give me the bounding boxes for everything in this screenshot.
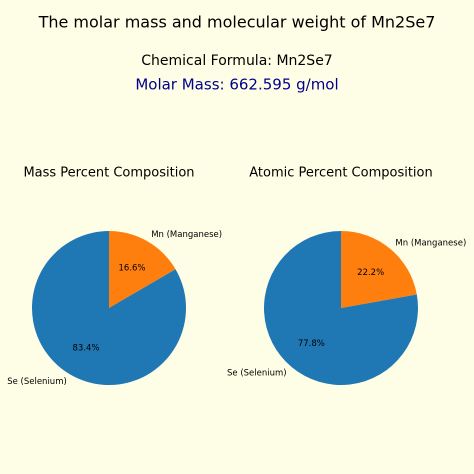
pie-slice <box>109 231 176 308</box>
value-label: 16.6% <box>119 263 146 273</box>
slice-label: Mn (Manganese) <box>151 230 222 240</box>
pie-slice <box>32 231 187 386</box>
slice-label: Se (Selenium) <box>227 368 287 378</box>
formula: Chemical Formula: Mn2Se7 <box>141 53 332 69</box>
page-title: The molar mass and molecular weight of M… <box>38 13 436 32</box>
pie-slice <box>341 231 417 308</box>
value-label: 22.2% <box>357 268 384 278</box>
pie-slice <box>264 231 418 385</box>
value-label: 77.8% <box>298 339 325 349</box>
molar-mass: Molar Mass: 662.595 g/mol <box>135 76 338 94</box>
value-label: 83.4% <box>72 344 99 354</box>
chart-title: Atomic Percent Composition <box>249 166 433 181</box>
slice-label: Mn (Manganese) <box>395 239 466 249</box>
chart-title: Mass Percent Composition <box>23 166 194 181</box>
slice-label: Se (Selenium) <box>7 377 67 387</box>
